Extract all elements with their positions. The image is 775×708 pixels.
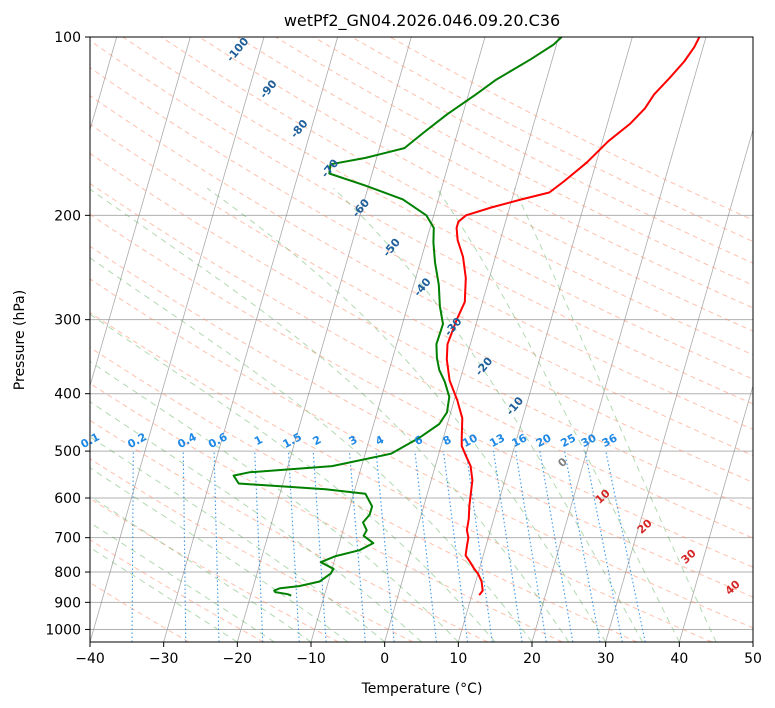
moist-adiabat-line <box>90 360 459 642</box>
data-series <box>232 37 701 597</box>
y-axis-ticks: 100 200 300 400 500 600 700 800 900 1000 <box>45 30 90 638</box>
y-tick-label: 500 <box>54 444 81 460</box>
moist-adiabat-line <box>90 467 349 642</box>
y-tick-label: 900 <box>54 595 81 611</box>
moist-adiabat-line <box>90 521 275 642</box>
isotherm-line <box>605 128 753 642</box>
mixing-ratio-label: 36 <box>600 431 620 450</box>
mixing-ratio-line <box>492 451 523 642</box>
dry-adiabat-line <box>90 582 190 642</box>
isotherm-line <box>678 384 753 642</box>
x-tick-label: −20 <box>223 651 253 667</box>
x-axis-ticks: −40 −30 −20 −10 0 10 20 30 40 50 <box>75 642 762 667</box>
dry-adiabat-line <box>90 278 753 629</box>
y-tick-label: 200 <box>54 208 81 224</box>
y-axis-label: Pressure (hPa) <box>12 290 28 390</box>
dry-adiabat-line <box>90 312 712 642</box>
dry-adiabat-line <box>90 245 753 598</box>
y-tick-label: 1000 <box>45 622 81 638</box>
dry-adiabat-line <box>90 123 753 483</box>
mixing-ratio-label: 30 <box>579 431 599 450</box>
dry-adiabat-line <box>122 37 753 380</box>
background-lines <box>90 37 753 642</box>
mixing-ratio-line <box>584 450 623 642</box>
x-tick-label: −10 <box>296 651 326 667</box>
mixing-ratio-line <box>564 451 601 642</box>
isotherm-line <box>531 37 707 642</box>
dry-adiabat-line <box>90 539 264 642</box>
x-tick-label: 10 <box>449 651 467 667</box>
mixing-ratio-label: 10 <box>460 431 480 450</box>
moist-adiabat-line <box>206 187 607 642</box>
y-tick-label: 400 <box>54 387 81 403</box>
plot-frame <box>89 36 754 643</box>
isotherm-line <box>90 37 191 388</box>
mixing-ratio-line <box>442 451 469 642</box>
dry-adiabat-line <box>90 67 753 430</box>
mixing-ratio-line <box>515 451 547 642</box>
dry-adiabat-line <box>237 37 753 309</box>
mixing-ratio-line <box>605 450 646 642</box>
moist-adiabat-line <box>90 313 496 642</box>
isotherm-line <box>236 37 412 642</box>
x-tick-label: −40 <box>75 651 105 667</box>
isotherm-line <box>384 37 560 642</box>
moist-adiabat-line <box>333 187 643 642</box>
dry-adiabat-line <box>90 152 753 511</box>
mixing-ratio-label: 20 <box>534 431 554 450</box>
y-tick-label: 300 <box>54 313 81 329</box>
x-tick-label: 20 <box>523 651 541 667</box>
mixing-ratio-line <box>414 451 437 642</box>
dry-adiabat-line <box>198 37 753 332</box>
dry-adiabat-line <box>90 182 753 539</box>
moist-adiabat-line <box>90 188 570 642</box>
moist-adiabat-line <box>90 546 238 642</box>
moist-adiabat-line <box>90 257 533 642</box>
x-tick-label: 0 <box>380 651 389 667</box>
x-tick-label: −30 <box>149 651 179 667</box>
mixing-ratio-label: 25 <box>558 431 578 450</box>
mixing-ratio-label: 16 <box>510 431 530 450</box>
x-tick-label: 50 <box>744 651 762 667</box>
moist-adiabat-line <box>90 401 422 642</box>
moist-adiabat-line <box>90 436 386 642</box>
mixing-ratio-line <box>539 451 574 642</box>
y-tick-label: 700 <box>54 531 81 547</box>
plot-area <box>90 37 753 642</box>
x-tick-label: 40 <box>670 651 688 667</box>
chart-title: wetPf2_GN04.2026.046.09.20.C36 <box>284 11 560 31</box>
x-tick-label: 30 <box>597 651 615 667</box>
isotherm-line <box>90 37 265 642</box>
y-tick-label: 600 <box>54 491 81 507</box>
y-tick-label: 100 <box>54 30 81 46</box>
x-axis-label: Temperature (°C) <box>361 681 483 697</box>
mixing-ratio-line <box>465 451 493 642</box>
moist-adiabat-line <box>513 187 717 642</box>
mixing-ratio-label: 13 <box>487 431 507 450</box>
y-tick-label: 800 <box>54 565 81 581</box>
isotherm-line <box>457 37 633 642</box>
dry-adiabat-line <box>90 458 414 642</box>
dewpoint-profile-line <box>232 37 563 597</box>
dry-adiabat-line <box>90 346 638 642</box>
isotherm-line <box>163 37 339 642</box>
dry-adiabat-line <box>90 419 488 642</box>
moist-adiabat-line <box>90 495 312 642</box>
temperature-profile-line <box>445 37 701 596</box>
